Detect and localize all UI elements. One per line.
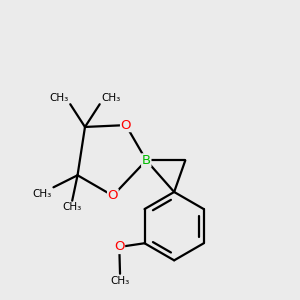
Text: CH₃: CH₃ [110,276,130,286]
Text: O: O [108,189,118,202]
Text: CH₃: CH₃ [102,93,121,103]
Text: CH₃: CH₃ [32,189,52,199]
Text: B: B [142,154,151,167]
Text: CH₃: CH₃ [63,202,82,212]
Text: O: O [121,118,131,132]
Text: O: O [114,241,124,254]
Text: CH₃: CH₃ [49,93,68,103]
